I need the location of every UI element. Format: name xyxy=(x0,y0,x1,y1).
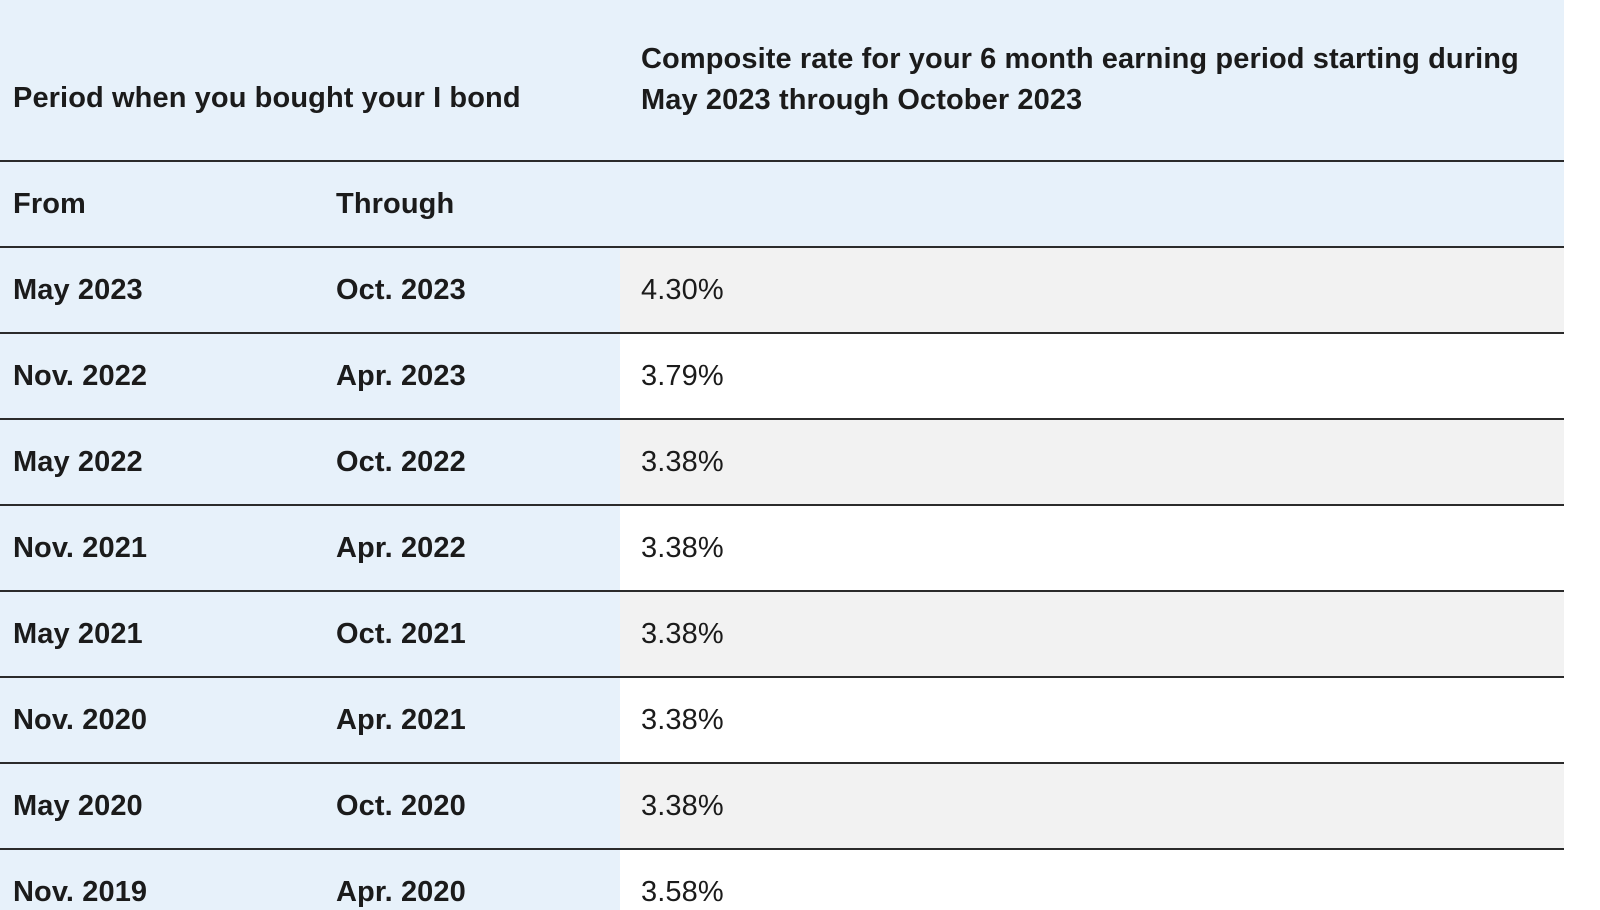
table-row: May 2021 Oct. 2021 3.38% xyxy=(0,591,1564,677)
rates-table-container: Period when you bought your I bond Compo… xyxy=(0,0,1564,910)
rate-cell: 3.38% xyxy=(620,677,1564,763)
table-row: Nov. 2021 Apr. 2022 3.38% xyxy=(0,505,1564,591)
through-cell: Apr. 2021 xyxy=(324,677,620,763)
table-row: May 2020 Oct. 2020 3.38% xyxy=(0,763,1564,849)
from-column-header: From xyxy=(0,161,324,247)
from-cell: May 2022 xyxy=(0,419,324,505)
composite-rate-header: Composite rate for your 6 month earning … xyxy=(620,0,1564,161)
rate-cell: 4.30% xyxy=(620,247,1564,333)
rate-cell: 3.38% xyxy=(620,763,1564,849)
rate-cell: 3.38% xyxy=(620,505,1564,591)
rate-subheader-empty xyxy=(620,161,1564,247)
from-cell: Nov. 2019 xyxy=(0,849,324,910)
from-cell: May 2021 xyxy=(0,591,324,677)
through-cell: Apr. 2022 xyxy=(324,505,620,591)
table-row: Nov. 2022 Apr. 2023 3.79% xyxy=(0,333,1564,419)
through-cell: Oct. 2022 xyxy=(324,419,620,505)
from-cell: Nov. 2020 xyxy=(0,677,324,763)
header-row-main: Period when you bought your I bond Compo… xyxy=(0,0,1564,161)
table-header: Period when you bought your I bond Compo… xyxy=(0,0,1564,247)
through-cell: Apr. 2020 xyxy=(324,849,620,910)
through-cell: Apr. 2023 xyxy=(324,333,620,419)
composite-rate-table: Period when you bought your I bond Compo… xyxy=(0,0,1564,910)
through-cell: Oct. 2023 xyxy=(324,247,620,333)
header-row-sub: From Through xyxy=(0,161,1564,247)
table-row: Nov. 2020 Apr. 2021 3.38% xyxy=(0,677,1564,763)
through-cell: Oct. 2020 xyxy=(324,763,620,849)
from-cell: Nov. 2022 xyxy=(0,333,324,419)
from-cell: May 2023 xyxy=(0,247,324,333)
through-cell: Oct. 2021 xyxy=(324,591,620,677)
period-bought-header: Period when you bought your I bond xyxy=(0,0,620,161)
table-row: Nov. 2019 Apr. 2020 3.58% xyxy=(0,849,1564,910)
table-row: May 2022 Oct. 2022 3.38% xyxy=(0,419,1564,505)
rate-cell: 3.58% xyxy=(620,849,1564,910)
table-body: May 2023 Oct. 2023 4.30% Nov. 2022 Apr. … xyxy=(0,247,1564,910)
rate-cell: 3.38% xyxy=(620,419,1564,505)
from-cell: Nov. 2021 xyxy=(0,505,324,591)
from-cell: May 2020 xyxy=(0,763,324,849)
rate-cell: 3.38% xyxy=(620,591,1564,677)
table-row: May 2023 Oct. 2023 4.30% xyxy=(0,247,1564,333)
rate-cell: 3.79% xyxy=(620,333,1564,419)
through-column-header: Through xyxy=(324,161,620,247)
